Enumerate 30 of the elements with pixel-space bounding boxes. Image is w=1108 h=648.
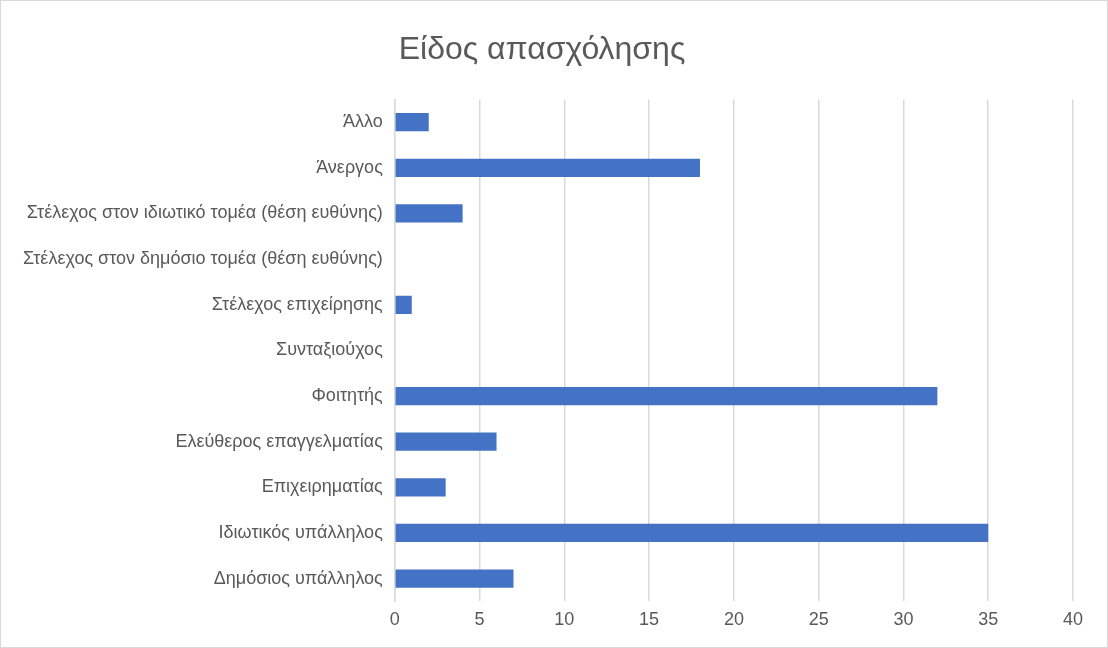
x-tick-label: 35: [978, 609, 999, 630]
y-tick-label: Φοιτητής: [311, 385, 384, 406]
bar: [395, 523, 989, 543]
x-tick-label: 25: [808, 609, 829, 630]
y-tick-label: Στέλεχος στον δημόσιο τομέα (θέση ευθύνης): [22, 248, 383, 269]
y-tick-label: Στέλεχος επιχείρησης: [211, 293, 384, 314]
bar: [395, 113, 429, 132]
y-tick-label: Ελεύθερος επαγγελματίας: [175, 430, 384, 451]
chart-title: Είδος απασχόλησης: [398, 30, 686, 67]
x-tick-label: 20: [723, 609, 744, 630]
bar: [395, 432, 497, 451]
bar: [395, 569, 514, 588]
y-tick-label: Δημόσιος υπάλληλος: [213, 567, 384, 588]
x-tick-label: 10: [554, 609, 575, 630]
x-tick-label: 5: [474, 609, 485, 630]
bar: [395, 478, 446, 497]
x-tick-label: 15: [639, 609, 660, 630]
bar: [395, 158, 700, 177]
x-tick-label: 30: [893, 609, 914, 630]
y-tick-label: Άλλο: [343, 111, 383, 132]
bar: [395, 295, 412, 314]
y-tick-label: Στέλεχος στον ιδιωτικό τομέα (θέση ευθύνης): [26, 202, 383, 223]
x-tick-label: 40: [1062, 609, 1084, 630]
y-tick-label: Άνεργος: [316, 156, 384, 177]
y-tick-label: Συνταξιούχος: [276, 339, 384, 360]
bar: [395, 386, 938, 406]
y-tick-label: Επιχειρηματίας: [261, 476, 384, 497]
x-tick-label: 0: [389, 609, 400, 630]
bar: [395, 204, 463, 223]
y-tick-label: Ιδιωτικός υπάλληλος: [218, 521, 384, 542]
